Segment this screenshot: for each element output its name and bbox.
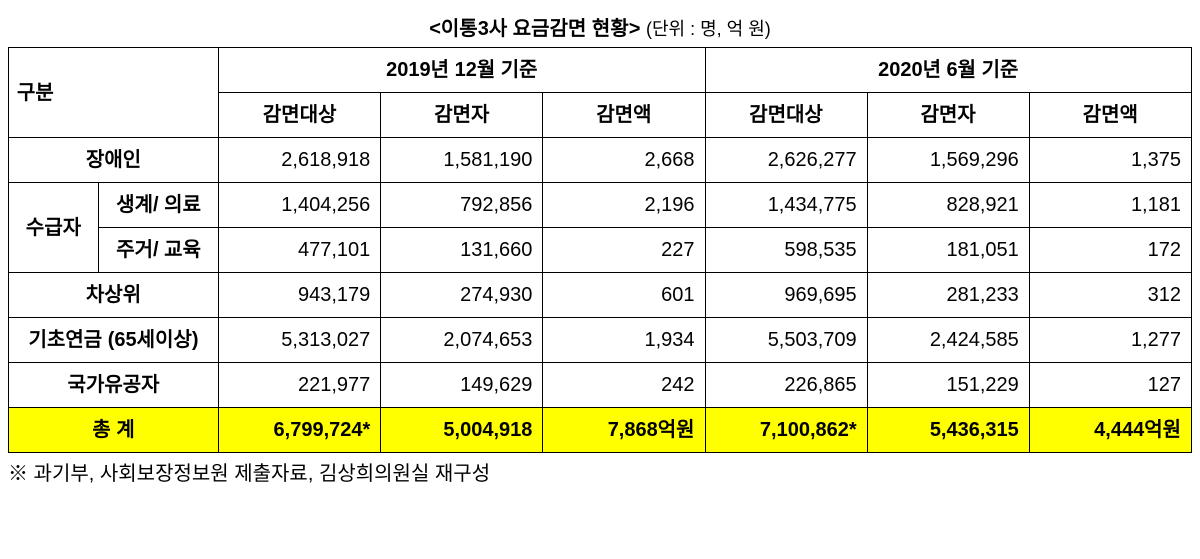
- row-recipient-life: 수급자 생계/ 의료 1,404,256 792,856 2,196 1,434…: [9, 183, 1192, 228]
- row-merit: 국가유공자 221,977 149,629 242 226,865 151,22…: [9, 363, 1192, 408]
- col-p1-person: 감면자: [381, 93, 543, 138]
- title-main: <이통3사 요금감면 현황>: [429, 18, 640, 40]
- cell: 281,233: [867, 273, 1029, 318]
- cell: 7,868억원: [543, 408, 705, 453]
- label-recipient-life: 생계/ 의료: [99, 183, 219, 228]
- label-recipient-group: 수급자: [9, 183, 99, 273]
- cell: 2,626,277: [705, 138, 867, 183]
- label-basic-pension: 기초연금 (65세이상): [9, 318, 219, 363]
- row-disabled: 장애인 2,618,918 1,581,190 2,668 2,626,277 …: [9, 138, 1192, 183]
- row-total: 총 계 6,799,724* 5,004,918 7,868억원 7,100,8…: [9, 408, 1192, 453]
- col-gubun: 구분: [9, 48, 219, 138]
- header-row-1: 구분 2019년 12월 기준 2020년 6월 기준: [9, 48, 1192, 93]
- title-unit: (단위 : 명, 억 원): [646, 19, 771, 39]
- col-p1-target: 감면대상: [219, 93, 381, 138]
- cell: 1,375: [1029, 138, 1191, 183]
- label-near-poor: 차상위: [9, 273, 219, 318]
- label-merit: 국가유공자: [9, 363, 219, 408]
- cell: 1,181: [1029, 183, 1191, 228]
- cell: 828,921: [867, 183, 1029, 228]
- row-near-poor: 차상위 943,179 274,930 601 969,695 281,233 …: [9, 273, 1192, 318]
- col-p2-amount: 감면액: [1029, 93, 1191, 138]
- cell: 242: [543, 363, 705, 408]
- cell: 601: [543, 273, 705, 318]
- cell: 477,101: [219, 228, 381, 273]
- col-p2-person: 감면자: [867, 93, 1029, 138]
- cell: 172: [1029, 228, 1191, 273]
- cell: 1,581,190: [381, 138, 543, 183]
- col-period1: 2019년 12월 기준: [219, 48, 705, 93]
- cell: 312: [1029, 273, 1191, 318]
- cell: 2,074,653: [381, 318, 543, 363]
- cell: 598,535: [705, 228, 867, 273]
- cell: 151,229: [867, 363, 1029, 408]
- cell: 131,660: [381, 228, 543, 273]
- cell: 181,051: [867, 228, 1029, 273]
- cell: 5,436,315: [867, 408, 1029, 453]
- cell: 1,934: [543, 318, 705, 363]
- cell: 5,503,709: [705, 318, 867, 363]
- label-recipient-housing: 주거/ 교육: [99, 228, 219, 273]
- fee-reduction-table: 구분 2019년 12월 기준 2020년 6월 기준 감면대상 감면자 감면액…: [8, 47, 1192, 453]
- label-disabled: 장애인: [9, 138, 219, 183]
- cell: 1,434,775: [705, 183, 867, 228]
- cell: 2,424,585: [867, 318, 1029, 363]
- cell: 1,277: [1029, 318, 1191, 363]
- cell: 2,196: [543, 183, 705, 228]
- footnote: ※ 과기부, 사회보장정보원 제출자료, 김상희의원실 재구성: [8, 457, 1192, 486]
- cell: 226,865: [705, 363, 867, 408]
- cell: 5,004,918: [381, 408, 543, 453]
- cell: 149,629: [381, 363, 543, 408]
- cell: 7,100,862*: [705, 408, 867, 453]
- col-p2-target: 감면대상: [705, 93, 867, 138]
- cell: 6,799,724*: [219, 408, 381, 453]
- cell: 1,569,296: [867, 138, 1029, 183]
- row-recipient-housing: 주거/ 교육 477,101 131,660 227 598,535 181,0…: [9, 228, 1192, 273]
- col-p1-amount: 감면액: [543, 93, 705, 138]
- label-total: 총 계: [9, 408, 219, 453]
- cell: 274,930: [381, 273, 543, 318]
- cell: 2,618,918: [219, 138, 381, 183]
- cell: 1,404,256: [219, 183, 381, 228]
- cell: 4,444억원: [1029, 408, 1191, 453]
- cell: 5,313,027: [219, 318, 381, 363]
- title-line: <이통3사 요금감면 현황> (단위 : 명, 억 원): [8, 12, 1192, 41]
- cell: 969,695: [705, 273, 867, 318]
- cell: 227: [543, 228, 705, 273]
- cell: 792,856: [381, 183, 543, 228]
- cell: 127: [1029, 363, 1191, 408]
- col-period2: 2020년 6월 기준: [705, 48, 1191, 93]
- row-basic-pension: 기초연금 (65세이상) 5,313,027 2,074,653 1,934 5…: [9, 318, 1192, 363]
- table-container: <이통3사 요금감면 현황> (단위 : 명, 억 원) 구분 2019년 12…: [8, 12, 1192, 486]
- cell: 2,668: [543, 138, 705, 183]
- cell: 943,179: [219, 273, 381, 318]
- cell: 221,977: [219, 363, 381, 408]
